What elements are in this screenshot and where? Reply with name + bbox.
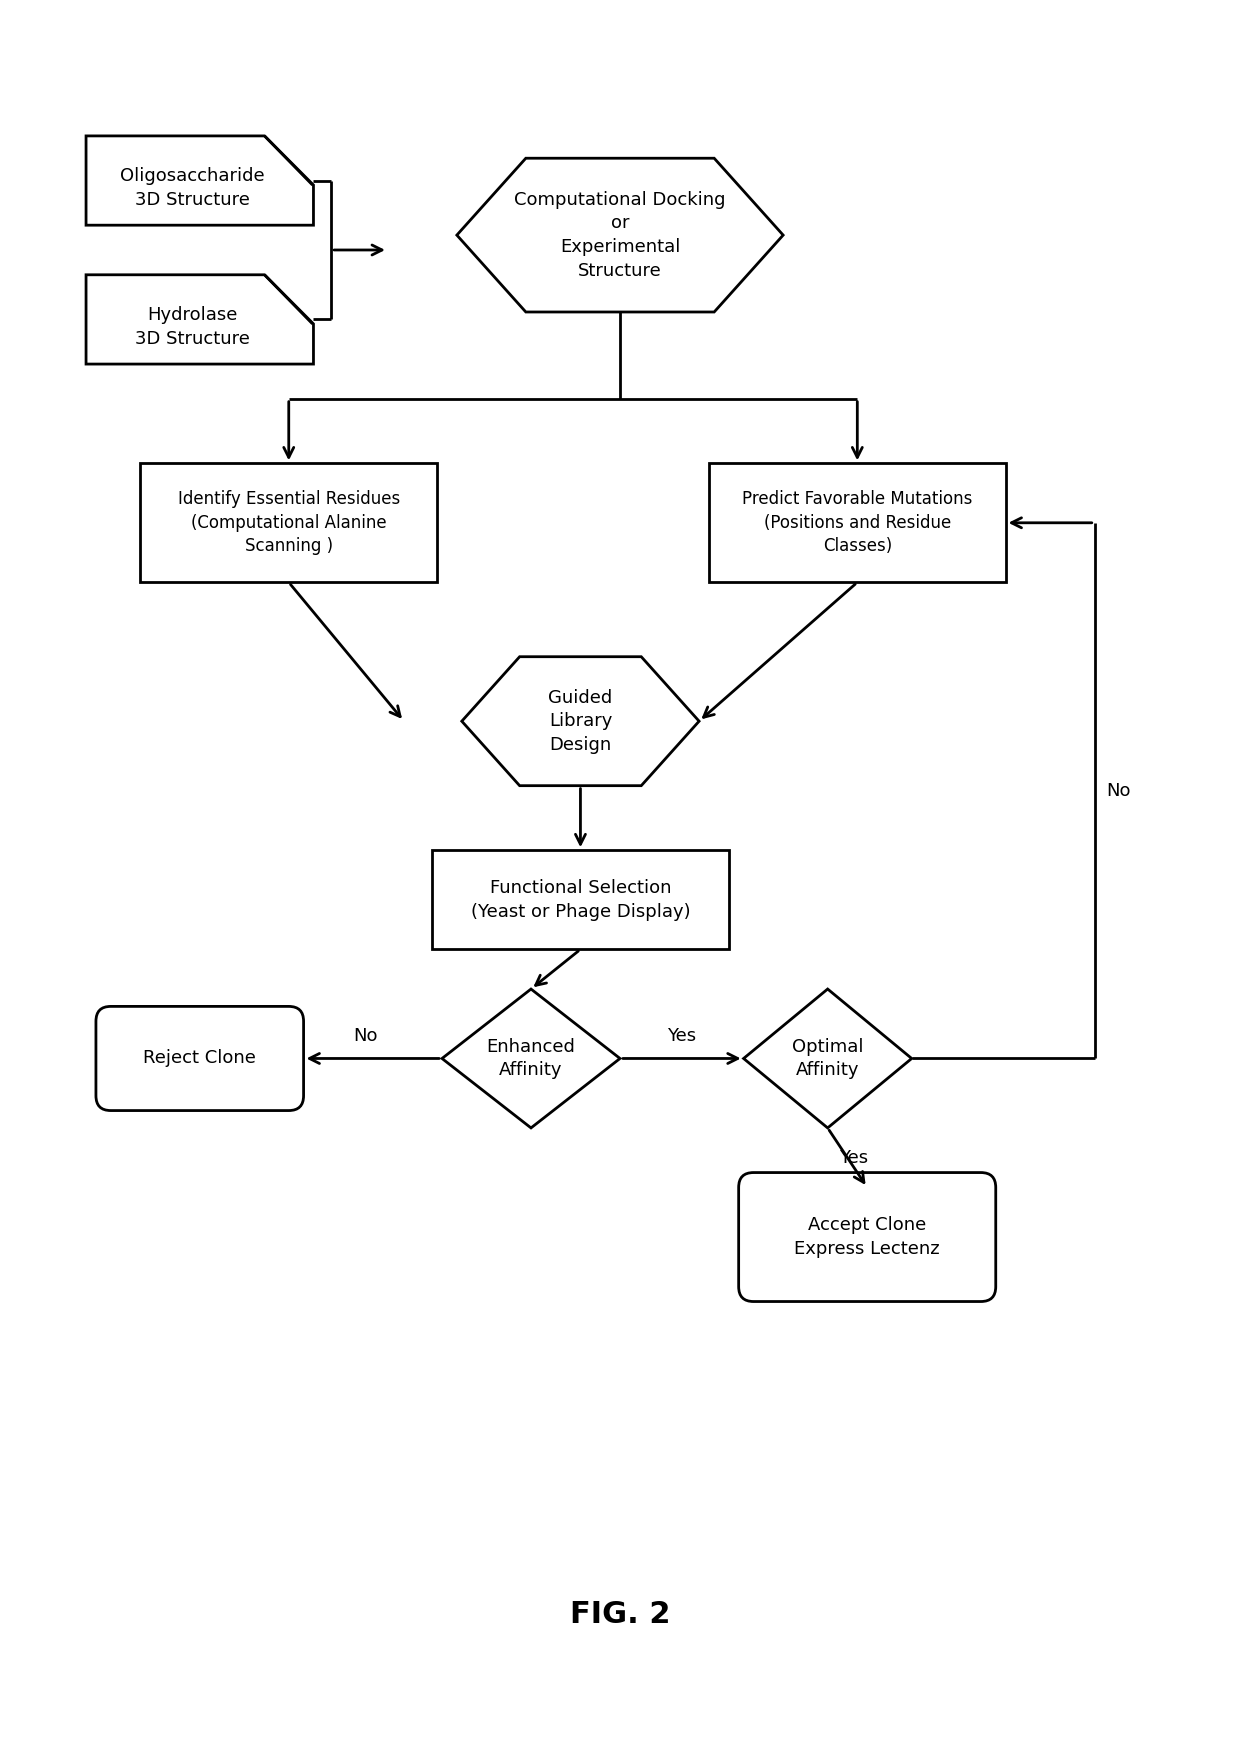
Text: Reject Clone: Reject Clone <box>144 1049 257 1068</box>
Polygon shape <box>744 989 911 1129</box>
FancyBboxPatch shape <box>95 1007 304 1111</box>
Text: No: No <box>1106 781 1131 800</box>
Text: Guided
Library
Design: Guided Library Design <box>548 689 613 753</box>
Text: Accept Clone
Express Lectenz: Accept Clone Express Lectenz <box>795 1216 940 1257</box>
Text: Predict Favorable Mutations
(Positions and Residue
Classes): Predict Favorable Mutations (Positions a… <box>742 490 972 555</box>
FancyBboxPatch shape <box>739 1172 996 1301</box>
Polygon shape <box>456 158 784 311</box>
Bar <box>432 850 729 949</box>
Text: Computational Docking
or
Experimental
Structure: Computational Docking or Experimental St… <box>515 191 725 280</box>
Text: Hydrolase
3D Structure: Hydrolase 3D Structure <box>135 306 249 348</box>
Text: No: No <box>353 1026 378 1045</box>
Bar <box>140 463 436 583</box>
Text: Functional Selection
(Yeast or Phage Display): Functional Selection (Yeast or Phage Dis… <box>471 878 691 920</box>
Text: Enhanced
Affinity: Enhanced Affinity <box>486 1038 575 1080</box>
Polygon shape <box>461 657 699 786</box>
Text: Identify Essential Residues
(Computational Alanine
Scanning ): Identify Essential Residues (Computation… <box>177 490 399 555</box>
Polygon shape <box>86 136 314 224</box>
Bar <box>709 463 1006 583</box>
Polygon shape <box>86 275 314 363</box>
Text: Oligosaccharide
3D Structure: Oligosaccharide 3D Structure <box>120 167 264 209</box>
Text: Yes: Yes <box>667 1026 697 1045</box>
Text: Optimal
Affinity: Optimal Affinity <box>792 1038 863 1080</box>
Text: FIG. 2: FIG. 2 <box>569 1600 671 1628</box>
Polygon shape <box>441 989 620 1129</box>
Text: Yes: Yes <box>839 1149 869 1167</box>
